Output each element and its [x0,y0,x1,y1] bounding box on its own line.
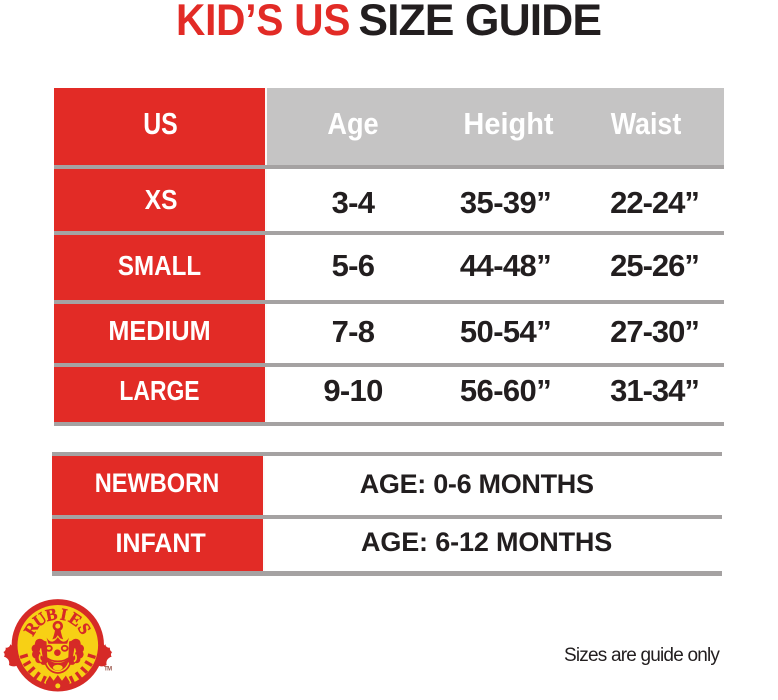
svg-text:I: I [59,605,69,625]
svg-text:TM: TM [104,667,112,673]
svg-text:B: B [44,604,59,625]
